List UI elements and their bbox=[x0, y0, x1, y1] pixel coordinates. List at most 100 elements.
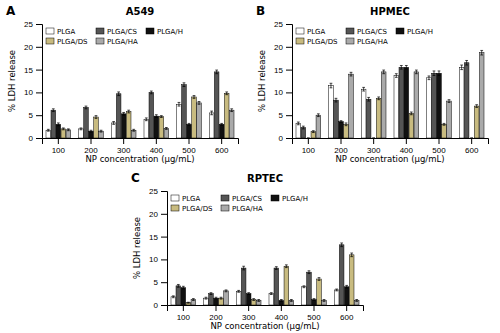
y-axis: 0510152025 bbox=[274, 20, 292, 143]
tick: 15 bbox=[24, 66, 42, 75]
tick: 25 bbox=[274, 20, 292, 29]
tick: 10 bbox=[24, 88, 42, 97]
legend: PLGAPLGA/CSPLGA/HPLGA/DSPLGA/HA bbox=[171, 195, 308, 213]
bar bbox=[404, 67, 409, 138]
x-axis-title: NP concentration (μg/mL) bbox=[210, 321, 319, 331]
bar bbox=[344, 287, 349, 305]
legend-label: PLGA/CS bbox=[232, 195, 263, 203]
tick-mark bbox=[221, 138, 222, 144]
error-bar bbox=[177, 284, 180, 287]
legend-swatch bbox=[96, 28, 104, 34]
error-bar bbox=[443, 123, 446, 125]
series bbox=[186, 253, 354, 305]
tick: 0 bbox=[279, 134, 292, 143]
error-bar bbox=[230, 109, 233, 112]
legend-label: PLGA bbox=[57, 28, 76, 36]
bar bbox=[246, 294, 251, 305]
legend-swatch bbox=[46, 38, 54, 44]
error-bar bbox=[367, 97, 370, 101]
bar bbox=[311, 132, 316, 138]
tick: 600 bbox=[215, 138, 229, 155]
bar bbox=[349, 255, 354, 305]
tick-mark bbox=[314, 305, 315, 311]
tick: 20 bbox=[24, 43, 42, 52]
tick-mark bbox=[183, 305, 184, 311]
tick-mark bbox=[286, 92, 292, 93]
tick-label: 0 bbox=[154, 301, 159, 310]
tick: 100 bbox=[52, 138, 66, 155]
tick: 400 bbox=[275, 305, 289, 322]
tick: 0 bbox=[154, 301, 167, 310]
tick-mark bbox=[91, 138, 92, 144]
error-bar bbox=[340, 121, 343, 123]
bar bbox=[61, 129, 66, 138]
error-bar bbox=[395, 74, 398, 78]
bar bbox=[469, 138, 474, 139]
bar bbox=[171, 297, 176, 305]
error-bar bbox=[57, 123, 60, 126]
bar bbox=[312, 300, 317, 305]
tick-label: 25 bbox=[24, 20, 33, 29]
legend-item: PLGA bbox=[296, 28, 326, 36]
bar bbox=[269, 294, 274, 305]
error-bar bbox=[335, 98, 338, 102]
tick-mark bbox=[161, 305, 167, 306]
tick: 200 bbox=[84, 138, 98, 155]
legend-swatch bbox=[96, 38, 104, 44]
series bbox=[46, 102, 214, 138]
tick: 300 bbox=[242, 305, 256, 322]
series bbox=[176, 243, 344, 305]
legend-item: PLGA/DS bbox=[296, 38, 338, 46]
bar bbox=[474, 106, 479, 138]
legend-label: PLGA/H bbox=[157, 28, 183, 36]
error-bar bbox=[52, 109, 55, 112]
legend-swatch bbox=[146, 28, 154, 34]
error-bar bbox=[247, 293, 250, 295]
error-bar bbox=[460, 65, 463, 70]
bar bbox=[214, 298, 219, 305]
tick-label: 20 bbox=[149, 210, 158, 219]
error-bar bbox=[220, 123, 223, 125]
series bbox=[51, 70, 219, 138]
error-bar bbox=[345, 285, 348, 288]
plot-area bbox=[171, 243, 359, 305]
bar bbox=[437, 73, 442, 138]
axis-line bbox=[36, 25, 43, 139]
bar bbox=[302, 287, 307, 305]
legend-item: PLGA/HA bbox=[96, 38, 138, 46]
legend-item: PLGA bbox=[171, 195, 201, 203]
tick: 600 bbox=[340, 305, 354, 322]
tick-label: 10 bbox=[149, 255, 158, 264]
bar bbox=[51, 110, 56, 138]
tick-label: 20 bbox=[24, 43, 33, 52]
tick-mark bbox=[346, 305, 347, 311]
bar bbox=[317, 279, 322, 305]
error-bar bbox=[187, 302, 190, 304]
tick-mark bbox=[308, 138, 309, 144]
tick-label: 0 bbox=[29, 134, 34, 143]
error-bar bbox=[350, 72, 353, 76]
tick: 500 bbox=[432, 138, 446, 155]
tick-mark bbox=[36, 115, 42, 116]
error-bar bbox=[280, 300, 283, 302]
y-axis: 0510152025 bbox=[24, 20, 42, 143]
tick-label: 100 bbox=[302, 146, 316, 155]
legend-label: PLGA/HA bbox=[232, 205, 263, 213]
panel: 0510152025100200300400500600HPMECBNP con… bbox=[256, 4, 489, 164]
legend-item: PLGA/H bbox=[146, 28, 183, 36]
bar bbox=[116, 94, 121, 138]
legend-swatch bbox=[221, 195, 229, 201]
tick-mark bbox=[161, 214, 167, 215]
error-bar bbox=[242, 266, 245, 270]
error-bar bbox=[340, 243, 343, 247]
error-bar bbox=[225, 92, 228, 95]
series bbox=[66, 102, 234, 138]
bar bbox=[131, 130, 136, 138]
tick-mark bbox=[189, 138, 190, 144]
tick-mark bbox=[161, 282, 167, 283]
bar bbox=[144, 119, 149, 138]
legend-swatch bbox=[296, 38, 304, 44]
bar bbox=[164, 128, 169, 138]
tick-label: 15 bbox=[274, 66, 283, 75]
legend-swatch bbox=[46, 28, 54, 34]
